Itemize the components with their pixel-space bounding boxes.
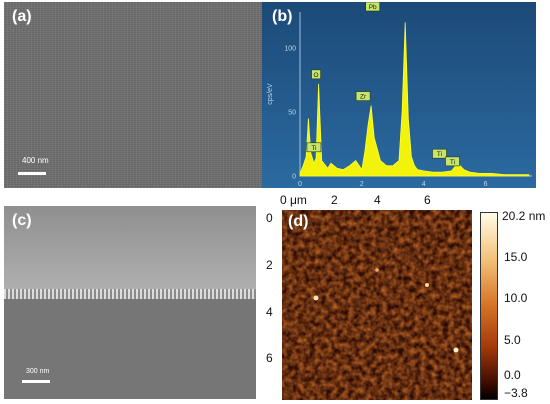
colorbar-tick-15: 15.0 <box>504 250 528 264</box>
afm-panel: 0 μm 2 4 6 0 2 4 6 (d) 20.2 nm 15.0 10.0… <box>258 193 548 404</box>
sem-cross-section-panel: (c) 300 nm <box>4 206 256 399</box>
top-tick-0: 0 μm <box>280 193 307 207</box>
afm-grain <box>282 210 472 400</box>
colorbar <box>480 212 498 400</box>
y-tick-label: 0 <box>292 174 296 181</box>
sem-texture <box>4 2 268 188</box>
panel-label-c: (c) <box>12 212 32 229</box>
x-tick-label: 6 <box>484 181 488 188</box>
eds-chart: 0 50 100 0 2 4 6 Pb O Zr Ti Ti Ti cps/eV <box>262 2 536 188</box>
eds-spectrum-panel: 0 50 100 0 2 4 6 Pb O Zr Ti Ti Ti cps/eV (b) <box>262 2 536 188</box>
svg-text:Zr: Zr <box>360 94 367 101</box>
afm-height-map <box>282 210 472 400</box>
scalebar-a <box>18 172 46 175</box>
panel-label-b: (b) <box>272 8 293 25</box>
colorbar-tick-10: 10.0 <box>504 291 528 305</box>
spectrum-series <box>299 22 530 177</box>
y-tick-label: 100 <box>284 46 296 53</box>
peak-label-pb: Pb <box>365 2 380 12</box>
bright-spot <box>375 268 379 272</box>
panel-label-a: (a) <box>12 8 32 25</box>
left-tick-6: 6 <box>266 351 273 365</box>
bright-spot <box>453 347 459 353</box>
x-tick-label: 4 <box>422 181 426 188</box>
top-tick-2: 2 <box>331 193 338 207</box>
x-tick-label: 2 <box>360 181 364 188</box>
panel-label-d: (d) <box>288 213 309 230</box>
top-tick-6: 6 <box>424 193 431 207</box>
substrate-region <box>4 299 256 399</box>
top-tick-4: 4 <box>374 193 381 207</box>
colorbar-tick-min: −3.8 <box>504 386 528 400</box>
svg-text:O: O <box>314 72 319 79</box>
svg-text:Ti: Ti <box>311 145 316 152</box>
scalebar-label-c: 300 nm <box>26 368 50 375</box>
peak-label-ti: Ti <box>432 148 447 159</box>
colorbar-tick-0: 0.0 <box>504 368 521 382</box>
svg-text:Ti: Ti <box>450 159 455 166</box>
top-region <box>4 206 256 292</box>
colorbar-tick-max: 20.2 nm <box>502 209 546 223</box>
scalebar-c <box>22 380 50 383</box>
peak-label-ti: Ti <box>306 142 322 153</box>
left-tick-0: 0 <box>266 211 273 225</box>
left-tick-2: 2 <box>266 258 273 272</box>
y-tick-label: 50 <box>288 110 296 117</box>
svg-text:Ti: Ti <box>437 151 442 158</box>
peak-label-zr: Zr <box>355 91 371 101</box>
sem-top-view-panel: (a) 400 nm <box>4 2 268 188</box>
peak-label-ti: Ti <box>445 156 460 167</box>
svg-text:Pb: Pb <box>369 4 377 11</box>
scalebar-label-a: 400 nm <box>22 156 49 165</box>
peak-label-o: O <box>311 69 321 80</box>
film-interface <box>4 289 256 299</box>
bright-spot <box>425 283 429 287</box>
y-axis-label: cps/eV <box>267 83 274 105</box>
left-tick-4: 4 <box>266 305 273 319</box>
colorbar-tick-5: 5.0 <box>504 333 521 347</box>
bright-spot <box>313 295 319 301</box>
x-tick-label: 0 <box>298 181 302 188</box>
